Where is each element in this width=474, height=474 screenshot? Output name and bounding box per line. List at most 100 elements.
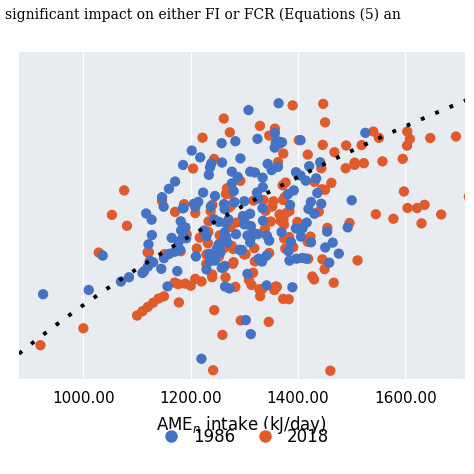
Point — [95, 249, 102, 256]
Legend: 1986, 2018: 1986, 2018 — [148, 421, 336, 453]
Point — [329, 239, 337, 246]
Point — [278, 138, 286, 146]
Point — [230, 187, 237, 195]
Point — [351, 159, 358, 166]
Point — [228, 242, 236, 250]
Point — [255, 285, 263, 293]
Point — [259, 183, 266, 191]
Point — [241, 214, 248, 221]
Point — [278, 228, 285, 236]
Point — [286, 207, 293, 215]
Point — [263, 282, 270, 289]
Point — [146, 257, 154, 264]
Point — [304, 238, 311, 246]
Point — [272, 139, 280, 146]
Point — [404, 204, 411, 212]
Point — [274, 158, 282, 166]
Point — [271, 286, 278, 294]
Point — [191, 275, 199, 283]
Point — [258, 258, 266, 265]
Point — [160, 292, 168, 300]
Point — [265, 132, 273, 139]
Point — [209, 271, 216, 278]
Point — [220, 237, 228, 245]
Point — [282, 179, 289, 186]
Point — [286, 257, 293, 264]
Point — [196, 234, 203, 241]
Point — [222, 219, 229, 227]
Point — [200, 227, 208, 234]
Point — [198, 278, 205, 285]
Point — [219, 264, 227, 272]
Point — [222, 190, 230, 198]
Point — [218, 159, 226, 166]
Point — [323, 228, 331, 236]
Point — [216, 232, 223, 239]
Point — [310, 276, 318, 283]
Point — [36, 341, 44, 349]
Point — [241, 219, 249, 227]
Point — [246, 168, 254, 175]
Point — [215, 247, 223, 255]
Point — [231, 198, 238, 206]
Point — [199, 134, 206, 141]
Point — [297, 137, 304, 144]
Point — [292, 255, 300, 263]
Point — [220, 201, 228, 208]
Point — [274, 163, 282, 171]
Point — [226, 128, 234, 136]
Point — [158, 197, 166, 205]
Point — [236, 246, 243, 254]
Point — [182, 224, 189, 231]
Point — [39, 291, 47, 298]
Point — [292, 168, 300, 176]
Point — [246, 210, 254, 218]
Point — [227, 223, 235, 231]
Point — [307, 198, 315, 206]
Point — [271, 129, 279, 137]
Point — [234, 173, 242, 181]
Point — [145, 241, 152, 248]
Point — [286, 201, 294, 209]
Point — [292, 225, 300, 232]
Point — [321, 118, 329, 126]
Point — [258, 256, 266, 264]
Point — [189, 165, 197, 173]
Point — [265, 249, 273, 257]
Point — [220, 115, 228, 122]
Point — [229, 245, 237, 253]
Point — [180, 201, 188, 208]
Point — [215, 253, 223, 260]
Point — [274, 139, 282, 146]
Point — [370, 128, 377, 136]
Point — [285, 295, 292, 303]
Point — [133, 312, 141, 319]
Point — [318, 185, 326, 193]
Point — [318, 164, 325, 172]
Point — [173, 267, 181, 275]
Point — [285, 247, 292, 255]
Point — [149, 299, 157, 307]
Point — [379, 157, 386, 165]
Point — [168, 234, 175, 242]
Point — [85, 286, 92, 294]
Point — [191, 203, 199, 211]
Point — [304, 255, 312, 263]
Point — [258, 285, 266, 292]
Point — [260, 196, 267, 204]
Point — [193, 245, 201, 252]
Point — [180, 232, 187, 240]
Point — [209, 273, 216, 281]
Point — [194, 198, 202, 206]
Point — [259, 174, 266, 182]
Point — [99, 252, 107, 259]
Point — [295, 137, 302, 144]
Point — [200, 189, 207, 196]
Point — [250, 245, 258, 252]
Point — [311, 178, 319, 186]
Point — [287, 238, 295, 246]
Point — [148, 216, 155, 223]
Point — [211, 192, 219, 200]
Point — [230, 258, 237, 266]
Point — [222, 273, 229, 281]
